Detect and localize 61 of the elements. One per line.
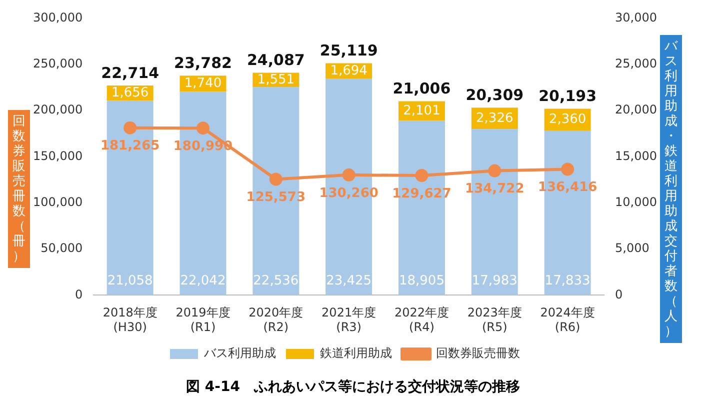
- y-tick-label: 50,000: [40, 241, 83, 256]
- y2-tick-label: 15,000: [615, 148, 658, 163]
- data-label: 17,983: [472, 274, 518, 289]
- y2-tick-label: 25,000: [615, 56, 658, 70]
- data-label: 22,042: [180, 274, 226, 289]
- point: [269, 172, 282, 186]
- y2-tick-label: 10,000: [615, 194, 658, 209]
- text: バス利用助成・鉄道利用助成交付者数（人）: [664, 39, 678, 339]
- data-label: 1,656: [111, 85, 149, 100]
- data-label: 18,905: [398, 274, 444, 289]
- x-tick-label: 2021年度 (R3): [322, 306, 376, 334]
- data-label: 1,551: [257, 72, 295, 88]
- data-label: 181,265: [100, 138, 160, 154]
- legend-label: 回数券販売冊数: [436, 346, 520, 360]
- y2-tick-label: 5,000: [615, 241, 650, 256]
- y-tick-label: 250,000: [33, 56, 83, 70]
- y2-tick-label: 20,000: [615, 102, 658, 117]
- total-label: 22,714: [101, 64, 160, 82]
- data-label: 136,416: [538, 180, 598, 196]
- data-label: 125,573: [246, 190, 306, 206]
- data-label: 23,425: [326, 274, 372, 289]
- point: [415, 169, 428, 182]
- data-label: 17,833: [544, 274, 590, 289]
- data-label: 2,360: [548, 112, 586, 128]
- data-label: 1,740: [184, 76, 222, 92]
- text: 図 4-14 ふれあいパス等における交付状況等の推移: [185, 378, 521, 396]
- x-tick-label: 2024年度 (R6): [540, 306, 595, 334]
- x-tick-label: 2020年度 (R2): [248, 306, 304, 334]
- point: [342, 168, 356, 182]
- data-label: 1,694: [330, 63, 368, 78]
- y2-tick-label: 0: [615, 287, 623, 302]
- total-label: 21,006: [392, 80, 451, 98]
- data-label: 2,101: [403, 103, 440, 118]
- data-label: 134,722: [465, 182, 524, 197]
- data-label: 2,326: [476, 110, 514, 126]
- point: [488, 164, 502, 178]
- x-tick-label: 2018年度 (H30): [102, 306, 158, 334]
- data-label: 130,260: [319, 186, 378, 201]
- legend-label: 鉄道利用助成: [320, 346, 392, 360]
- y-tick-label: 300,000: [33, 10, 83, 24]
- data-label: 22,536: [253, 274, 299, 289]
- point: [196, 122, 210, 135]
- y-tick-label: 200,000: [33, 102, 83, 117]
- x-tick-label: 2022年度 (R4): [394, 306, 450, 334]
- total-label: 20,309: [466, 86, 524, 104]
- y-tick-label: 150,000: [33, 148, 83, 163]
- legend-label: バス利用助成: [203, 346, 276, 360]
- total-label: 20,193: [538, 87, 596, 106]
- y-tick-label: 0: [74, 287, 83, 302]
- total-label: 25,119: [320, 42, 378, 60]
- data-label: 21,058: [107, 274, 153, 289]
- point: [124, 121, 137, 134]
- y-tick-label: 100,000: [33, 194, 83, 209]
- x-tick-label: 2023年度 (R5): [467, 306, 522, 334]
- total-label: 23,782: [174, 54, 232, 72]
- x-tick-label: 2019年度 (R1): [176, 306, 230, 334]
- y2-tick-label: 30,000: [615, 10, 658, 24]
- total-label: 24,087: [246, 51, 305, 70]
- data-label: 129,627: [392, 186, 452, 202]
- point: [561, 162, 574, 176]
- text: 回数券販売冊数（冊）: [12, 114, 26, 264]
